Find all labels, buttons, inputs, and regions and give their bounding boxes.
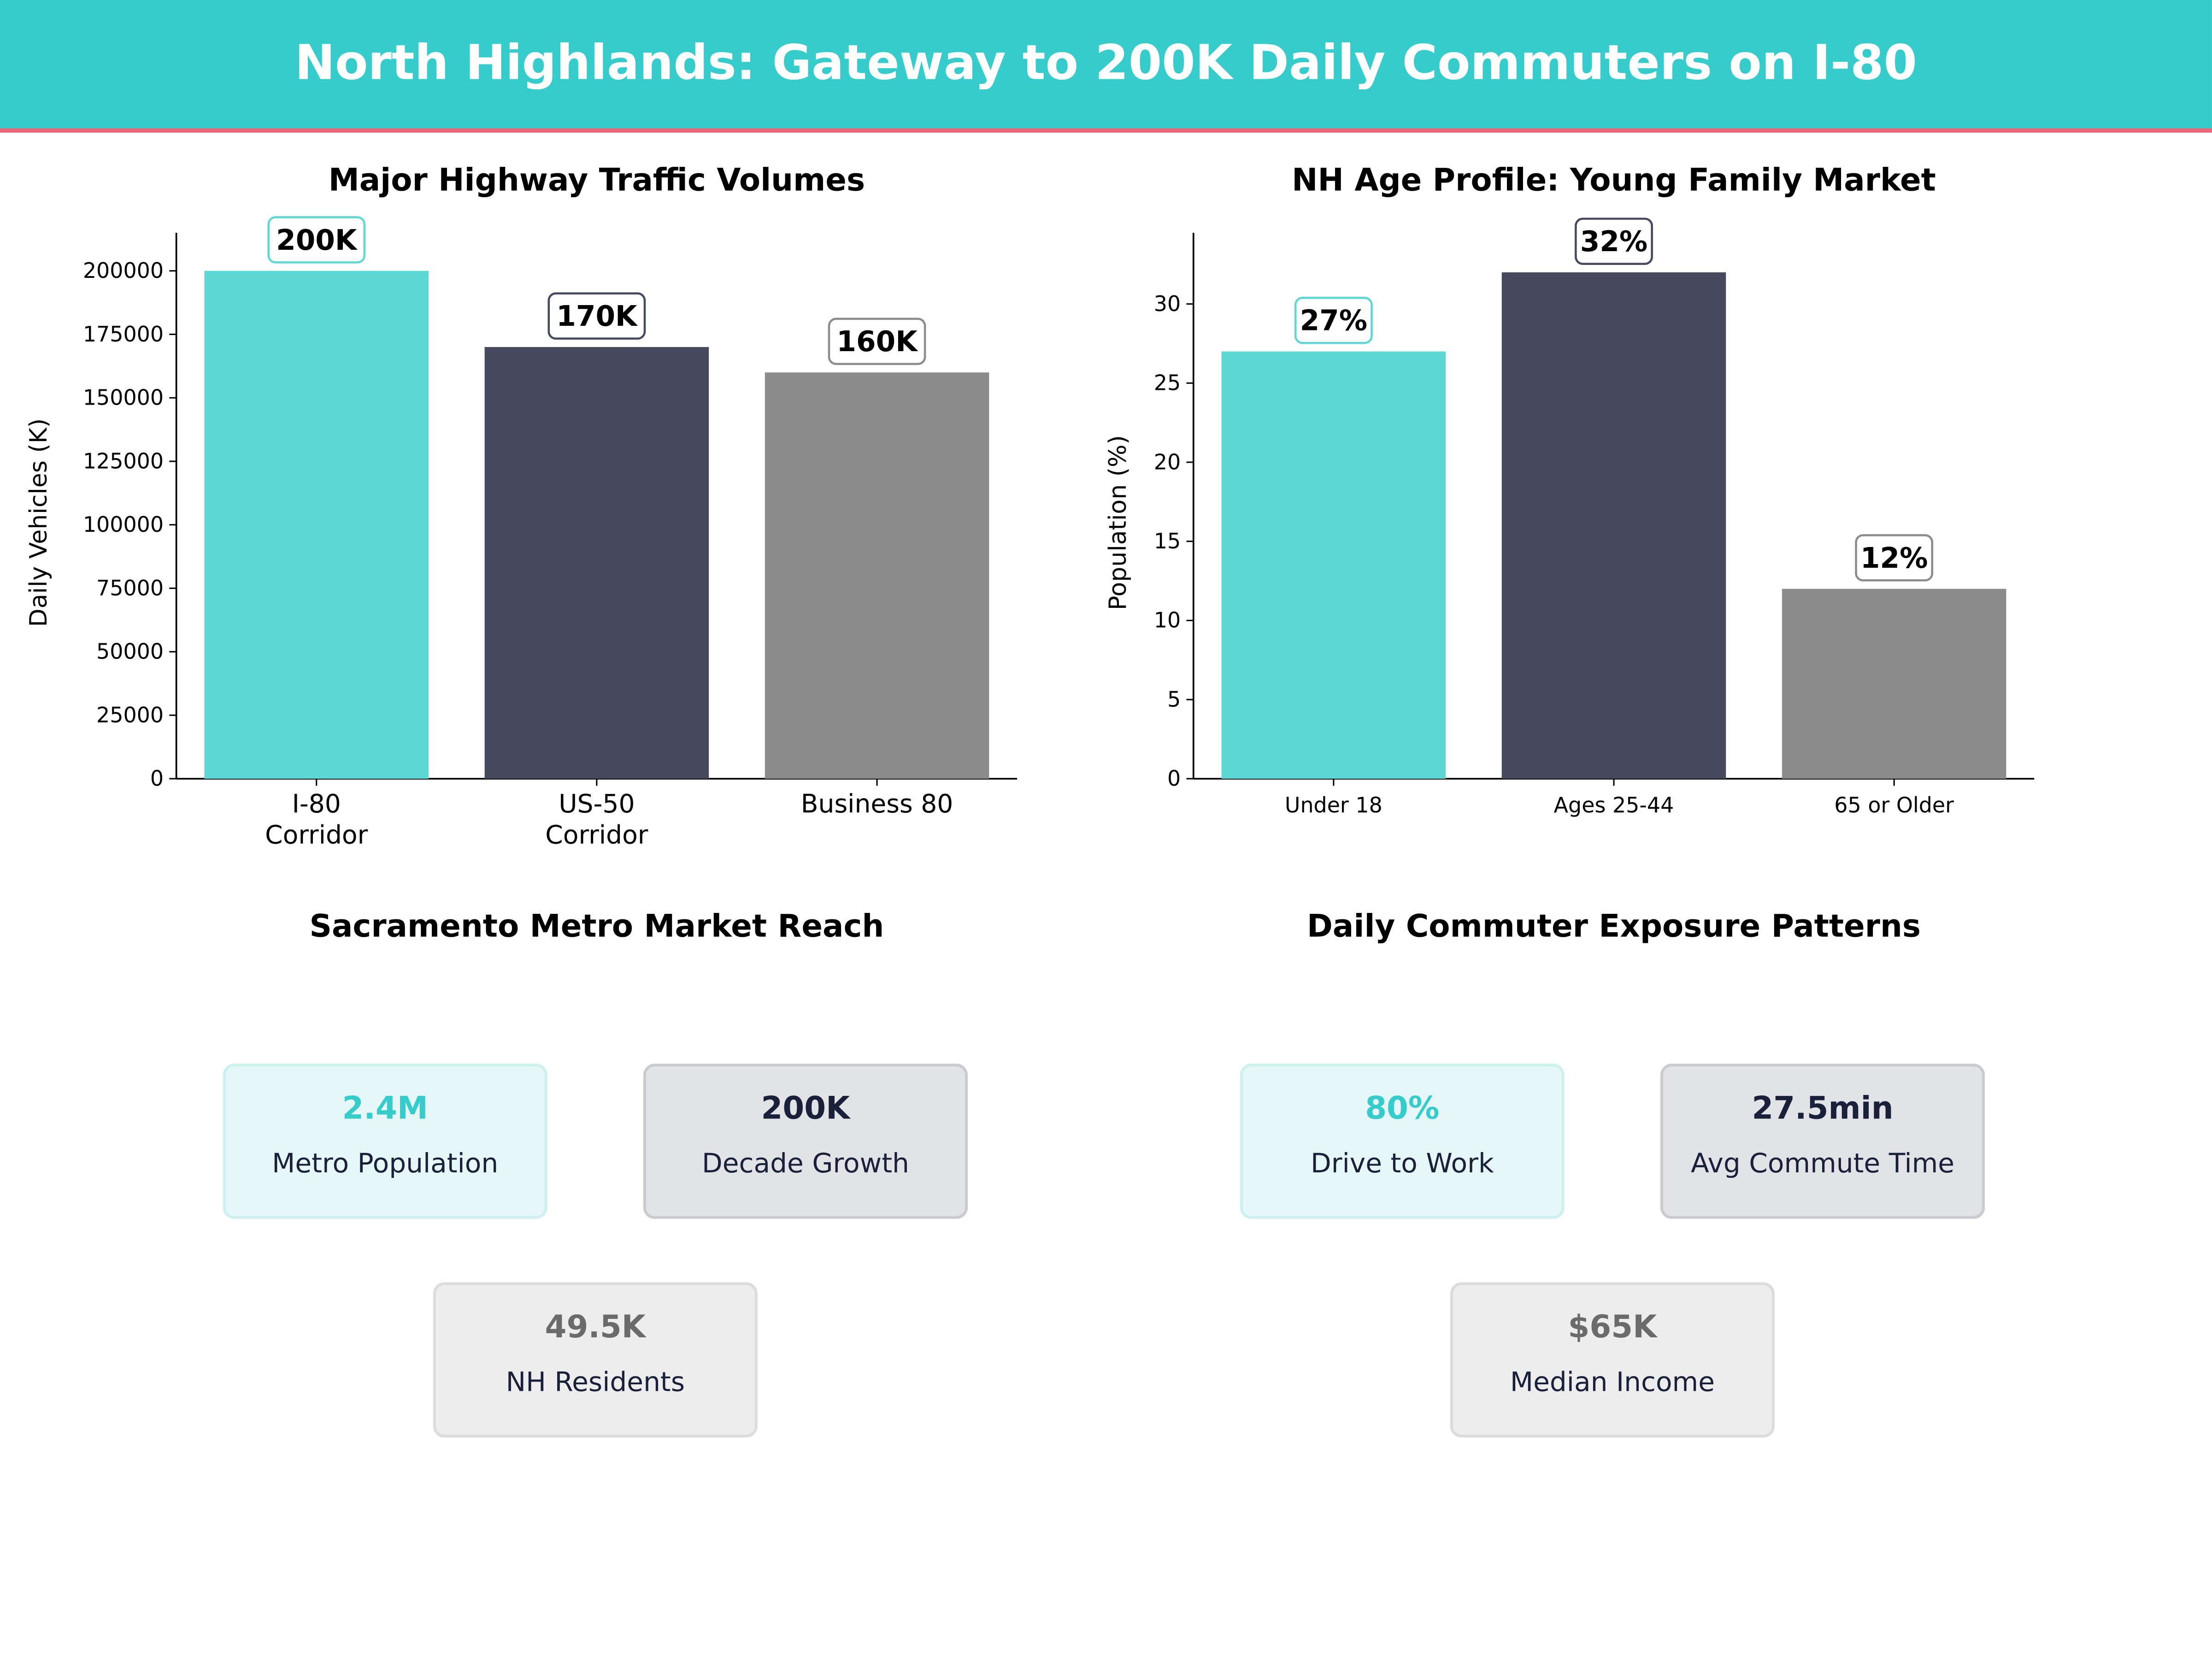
metric-value: 49.5K <box>545 1310 646 1346</box>
metric-value: 27.5min <box>1752 1092 1894 1127</box>
data-label: 12% <box>1860 542 1928 575</box>
x-tick-label: Corridor <box>265 820 368 850</box>
metric-label: Median Income <box>1510 1367 1715 1398</box>
metric-label: Avg Commute Time <box>1691 1148 1955 1180</box>
metric-label: Metro Population <box>272 1148 499 1180</box>
data-label-box <box>547 292 646 340</box>
data-label: 32% <box>1580 225 1648 258</box>
y-tick-label: 15 <box>1154 529 1181 553</box>
metric-card-metro-population: 2.4M Metro Population <box>223 1064 547 1219</box>
y-tick-label: 10 <box>1154 608 1181 633</box>
data-label-box <box>267 216 366 264</box>
y-tick-label: 25000 <box>96 702 164 727</box>
exposure-title: Daily Commuter Exposure Patterns <box>1307 910 1921 946</box>
metric-value: 200K <box>761 1092 850 1127</box>
metric-card-decade-growth: 200K Decade Growth <box>643 1064 968 1219</box>
x-tick-label: Ages 25-44 <box>1554 793 1674 818</box>
metric-value: 2.4M <box>342 1092 428 1127</box>
x-tick-label: Under 18 <box>1285 793 1382 818</box>
metric-label: Decade Growth <box>701 1148 909 1180</box>
bar <box>765 372 989 779</box>
metric-card-avg-commute: 27.5min Avg Commute Time <box>1660 1064 1985 1219</box>
y-tick-label: 25 <box>1154 371 1181 395</box>
x-tick-label: 65 or Older <box>1834 793 1954 818</box>
y-tick-label: 175000 <box>83 322 164 347</box>
metric-value: 80% <box>1365 1092 1440 1127</box>
y-tick-label: 30 <box>1154 291 1181 316</box>
y-tick-label: 5 <box>1167 687 1181 712</box>
y-tick-label: 0 <box>1167 766 1181 791</box>
y-tick-label: 75000 <box>96 576 164 600</box>
y-tick-label: 20 <box>1154 449 1181 474</box>
y-tick-label: 0 <box>150 766 164 791</box>
y-tick-label: 200000 <box>83 258 164 283</box>
page-title: North Highlands: Gateway to 200K Daily C… <box>294 35 1917 92</box>
bar <box>484 347 709 779</box>
metric-value: $65K <box>1568 1310 1657 1346</box>
data-label: 170K <box>556 300 638 333</box>
y-axis-label: Population (%) <box>1104 435 1132 610</box>
age-chart-title: NH Age Profile: Young Family Market <box>1292 164 1936 199</box>
bar <box>1782 588 2006 779</box>
bar <box>204 271 429 779</box>
charts-canvas: 0 25000 50000 75000 100000 125000 150000 175000… <box>25 216 2035 850</box>
data-label: 200K <box>276 224 358 257</box>
data-label-box <box>1575 218 1653 265</box>
data-label: 27% <box>1300 305 1368 337</box>
metric-label: Drive to Work <box>1310 1148 1494 1180</box>
data-label-box <box>828 318 926 365</box>
y-tick-label: 50000 <box>96 639 164 664</box>
bar <box>1221 351 1446 779</box>
x-tick-label: Corridor <box>545 820 648 850</box>
header-banner: North Highlands: Gateway to 200K Daily C… <box>0 0 2212 133</box>
market-reach-title: Sacramento Metro Market Reach <box>309 910 884 946</box>
x-tick-label: I-80 <box>292 789 341 818</box>
y-axis-label: Daily Vehicles (K) <box>25 418 53 627</box>
x-tick-label: US-50 <box>559 789 635 818</box>
y-tick-label: 100000 <box>83 512 164 537</box>
data-label-box <box>1855 534 1934 582</box>
metric-label: NH Residents <box>506 1367 685 1398</box>
metric-card-drive-to-work: 80% Drive to Work <box>1240 1064 1565 1219</box>
y-tick-label: 125000 <box>83 448 164 473</box>
metric-card-nh-residents: 49.5K NH Residents <box>433 1282 758 1438</box>
data-label-box <box>1294 297 1373 344</box>
data-label: 160K <box>836 325 918 358</box>
bar <box>1501 272 1726 779</box>
traffic-chart-title: Major Highway Traffic Volumes <box>328 164 865 199</box>
y-tick-label: 150000 <box>83 385 164 410</box>
metric-card-median-income: $65K Median Income <box>1450 1282 1775 1438</box>
x-tick-label: Business 80 <box>801 789 953 818</box>
